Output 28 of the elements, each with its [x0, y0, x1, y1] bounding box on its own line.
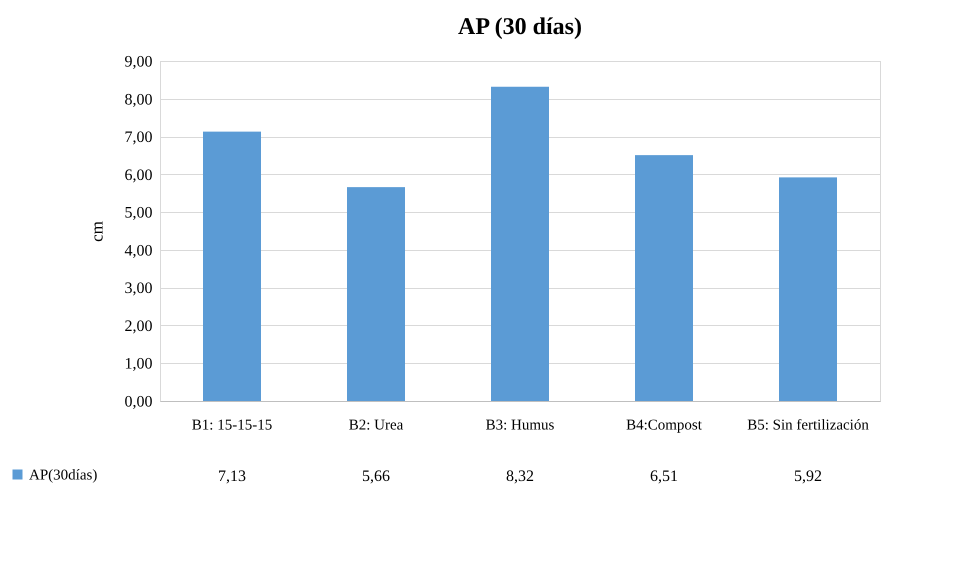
y-tick-label: 2,00 [124, 318, 152, 335]
chart-title: AP (30 días) [458, 14, 582, 40]
y-tick-label: 9,00 [124, 54, 152, 70]
legend-label: AP(30días) [29, 468, 98, 484]
y-tick-label: 5,00 [124, 204, 152, 222]
data-label: 5,92 [794, 468, 822, 485]
y-tick-label: 8,00 [124, 91, 152, 108]
bar [635, 155, 693, 401]
bar [779, 177, 837, 401]
x-tick-label: B3: Humus [486, 418, 555, 434]
bar [203, 132, 261, 401]
y-tick-label: 7,00 [124, 129, 152, 146]
data-label: 7,13 [218, 468, 246, 485]
y-tick-label: 4,00 [124, 242, 152, 260]
y-tick-label: 1,00 [124, 356, 152, 373]
data-label: 5,66 [362, 468, 390, 485]
x-tick-label: B1: 15-15-15 [192, 418, 272, 434]
x-tick-label: B4:Compost [626, 418, 703, 434]
bar [491, 86, 549, 401]
x-tick-label: B2: Urea [348, 418, 404, 434]
y-tick-label: 0,00 [124, 394, 152, 410]
y-tick-label: 6,00 [124, 166, 152, 184]
bar [347, 187, 405, 401]
x-tick-label: B5: Sin fertilización [747, 418, 870, 434]
y-tick-label: 3,00 [124, 280, 152, 298]
data-label: 6,51 [650, 468, 678, 485]
data-label: 8,32 [506, 468, 534, 485]
y-axis-title: cm [88, 221, 106, 242]
